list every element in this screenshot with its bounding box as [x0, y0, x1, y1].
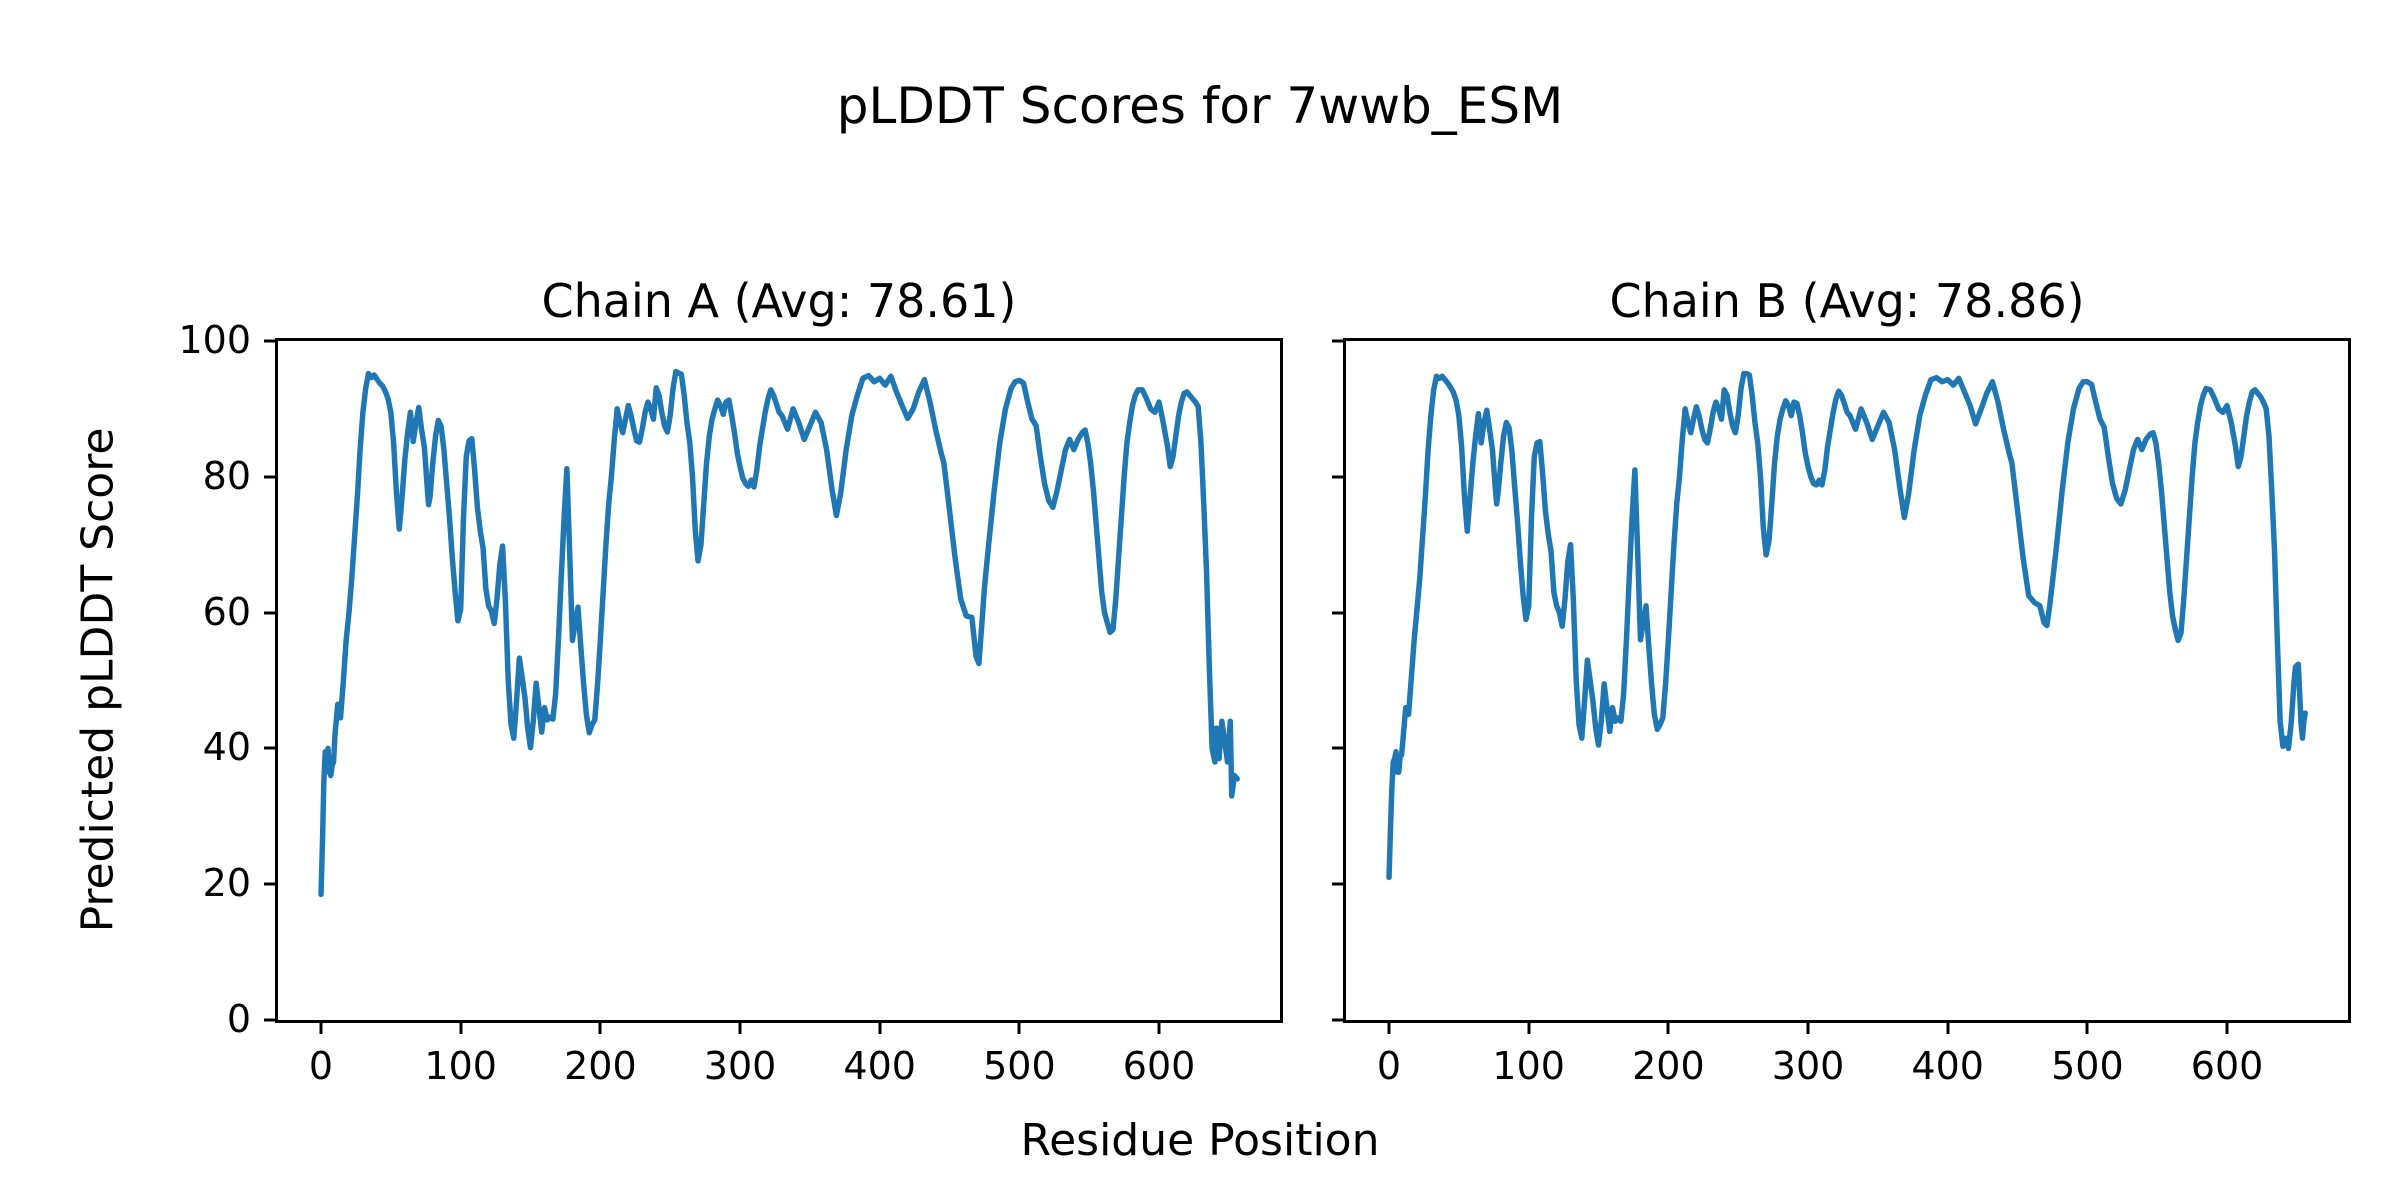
figure-title: pLDDT Scores for 7wwb_ESM — [836, 77, 1564, 135]
x-tick — [1157, 1023, 1161, 1034]
x-tick — [319, 1023, 323, 1034]
x-tick-label: 500 — [983, 1044, 1056, 1088]
x-tick-label: 400 — [843, 1044, 916, 1088]
y-tick — [264, 746, 275, 750]
x-axis-label: Residue Position — [1020, 1115, 1380, 1166]
x-tick — [1017, 1023, 1021, 1034]
y-tick — [264, 339, 275, 343]
chain-b-line-chart — [1386, 370, 2308, 881]
chain-b-plot: Chain B (Avg: 78.86) 0 100 200 300 400 500 600 — [1332, 276, 2351, 1088]
x-tick-label: 200 — [1632, 1044, 1705, 1088]
x-tick-label: 500 — [2051, 1044, 2124, 1088]
x-tick — [738, 1023, 742, 1034]
x-tick — [1806, 1023, 1810, 1034]
x-tick — [1527, 1023, 1531, 1034]
x-tick — [2225, 1023, 2229, 1034]
y-tick-label: 60 — [202, 589, 251, 634]
y-tick — [1332, 339, 1343, 343]
y-tick — [1332, 882, 1343, 886]
y-tick-label: 80 — [202, 453, 251, 498]
x-tick-label: 300 — [703, 1044, 777, 1088]
x-tick-label: 200 — [564, 1044, 637, 1088]
x-tick-label: 100 — [1492, 1044, 1565, 1088]
y-tick — [1332, 1018, 1343, 1022]
plddt-line-series — [1386, 370, 2308, 881]
x-tick — [598, 1023, 602, 1034]
y-tick — [264, 611, 275, 615]
x-tick-label: 600 — [1122, 1044, 1196, 1088]
y-axis-label: Predicted pLDDT Score — [72, 427, 124, 933]
x-tick-label: 400 — [1911, 1044, 1984, 1088]
x-tick — [1387, 1023, 1391, 1034]
chain-a-plot: Chain A (Avg: 78.61) 0 100 200 300 400 500 600… — [178, 276, 1283, 1088]
chain-b-title: Chain B (Avg: 78.86) — [1609, 274, 2085, 329]
x-tick — [1946, 1023, 1950, 1034]
x-tick-label: 600 — [2190, 1044, 2264, 1088]
y-tick — [1332, 746, 1343, 750]
y-tick — [264, 1018, 275, 1022]
y-tick-label: 20 — [202, 861, 251, 906]
y-tick — [1332, 611, 1343, 615]
y-tick-label: 40 — [202, 725, 251, 770]
y-tick — [264, 475, 275, 479]
chain-a-line-chart — [318, 368, 1240, 898]
y-tick-label: 0 — [226, 997, 251, 1042]
x-tick-label: 0 — [1376, 1044, 1402, 1088]
x-tick — [2085, 1023, 2089, 1034]
x-tick — [459, 1023, 463, 1034]
x-tick — [878, 1023, 882, 1034]
y-tick-label: 100 — [178, 318, 251, 363]
y-tick — [1332, 475, 1343, 479]
plddt-line-series — [318, 368, 1240, 898]
x-tick-label: 0 — [308, 1044, 334, 1088]
x-tick-label: 300 — [1771, 1044, 1845, 1088]
y-tick — [264, 882, 275, 886]
x-tick-label: 100 — [424, 1044, 497, 1088]
x-tick — [1666, 1023, 1670, 1034]
chain-a-title: Chain A (Avg: 78.61) — [541, 274, 1017, 329]
